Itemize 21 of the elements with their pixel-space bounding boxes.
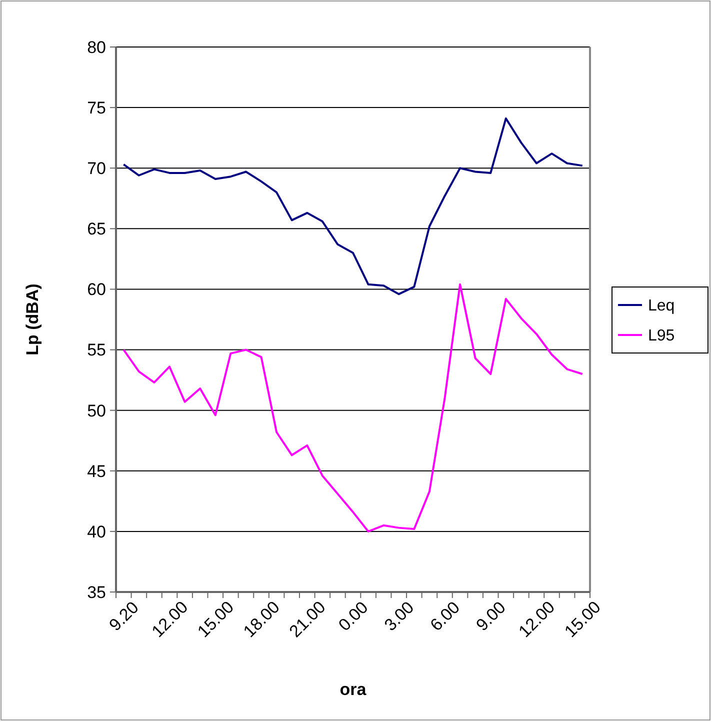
x-axis-title: ora — [340, 680, 367, 699]
y-tick-label: 80 — [87, 38, 106, 57]
y-tick-label: 75 — [87, 98, 106, 118]
y-tick-label: 35 — [87, 582, 106, 602]
legend-label: L95 — [648, 328, 675, 345]
y-tick-label: 50 — [87, 401, 106, 420]
x-tick-label: 9.20 — [106, 598, 142, 635]
x-tick-label: 0.00 — [334, 598, 372, 635]
y-tick-label: 60 — [87, 280, 106, 300]
x-tick-label: 9.00 — [472, 598, 510, 635]
line-series — [122, 283, 584, 532]
y-tick-label: 45 — [87, 462, 106, 481]
y-tick-label: 40 — [87, 522, 106, 542]
y-axis-title: Lp (dBA) — [23, 284, 42, 356]
line-series — [122, 117, 584, 296]
x-tick-label: 6.00 — [426, 598, 464, 635]
legend-label: Leq — [648, 298, 675, 315]
x-tick-label: 3.00 — [380, 598, 418, 635]
y-tick-label: 55 — [87, 340, 106, 360]
y-tick-label: 70 — [87, 159, 106, 178]
y-tick-label: 65 — [87, 220, 106, 239]
